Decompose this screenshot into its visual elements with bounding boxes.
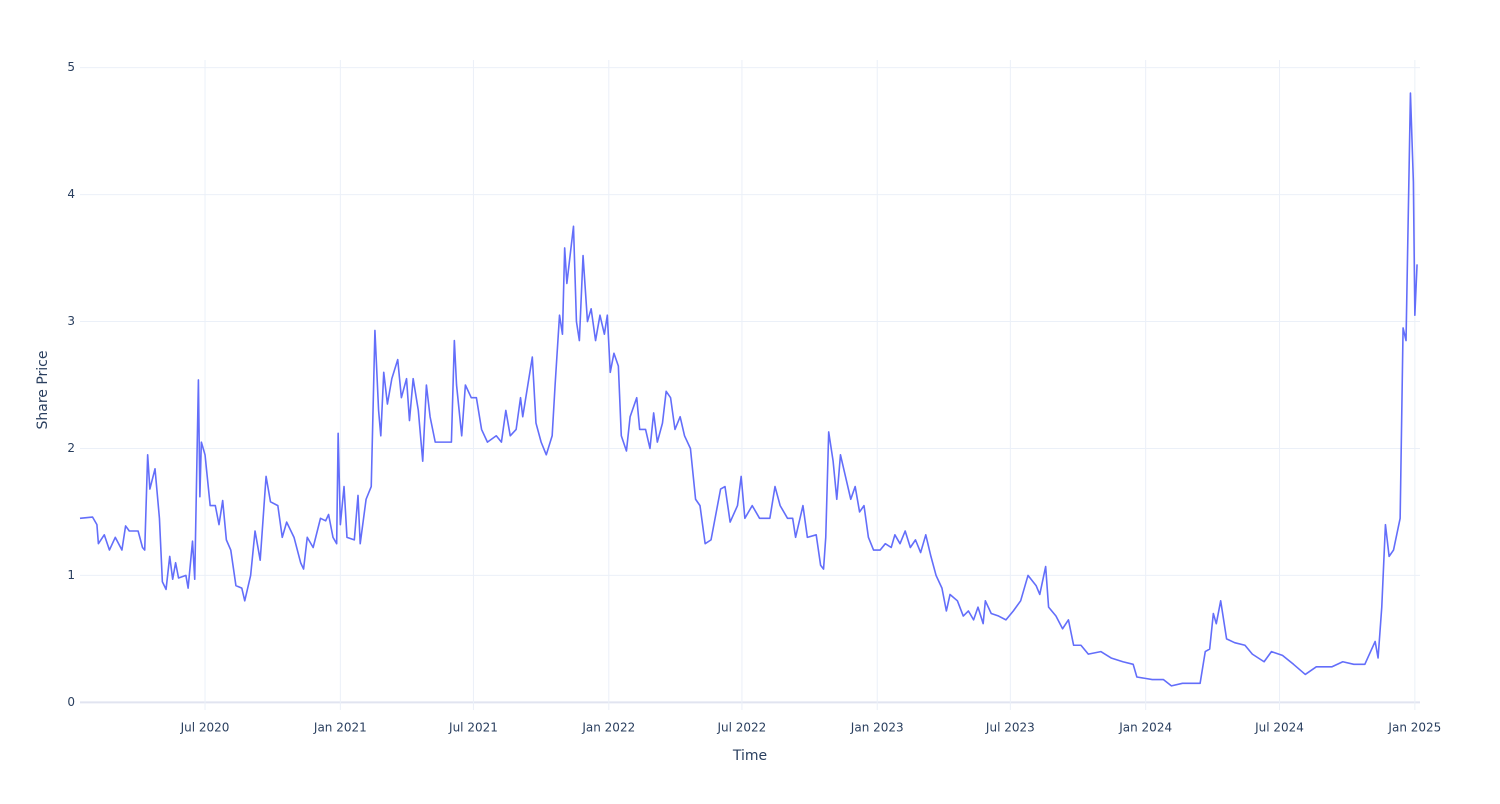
x-tick-label: Jul 2020	[180, 721, 230, 735]
price-line	[79, 92, 1418, 687]
x-tick-label: Jul 2024	[1254, 721, 1304, 735]
y-tick-label: 5	[67, 60, 75, 74]
x-tick-label: Jul 2023	[985, 721, 1035, 735]
y-tick-label: 2	[67, 441, 75, 455]
x-axis-title: Time	[732, 748, 767, 764]
y-axis-title: Share Price	[35, 350, 51, 429]
y-tick-label: 4	[67, 187, 75, 201]
x-tick-label: Jan 2022	[581, 721, 635, 735]
x-tick-label: Jan 2024	[1118, 721, 1172, 735]
x-tick-label: Jul 2021	[448, 721, 498, 735]
x-tick-label: Jan 2021	[313, 721, 367, 735]
y-tick-label: 0	[67, 695, 75, 709]
x-tick-label: Jul 2022	[716, 721, 766, 735]
y-tick-label: 3	[67, 314, 75, 328]
y-tick-label: 1	[67, 568, 75, 582]
x-tick-label: Jan 2025	[1387, 721, 1441, 735]
x-tick-label: Jan 2023	[850, 721, 904, 735]
